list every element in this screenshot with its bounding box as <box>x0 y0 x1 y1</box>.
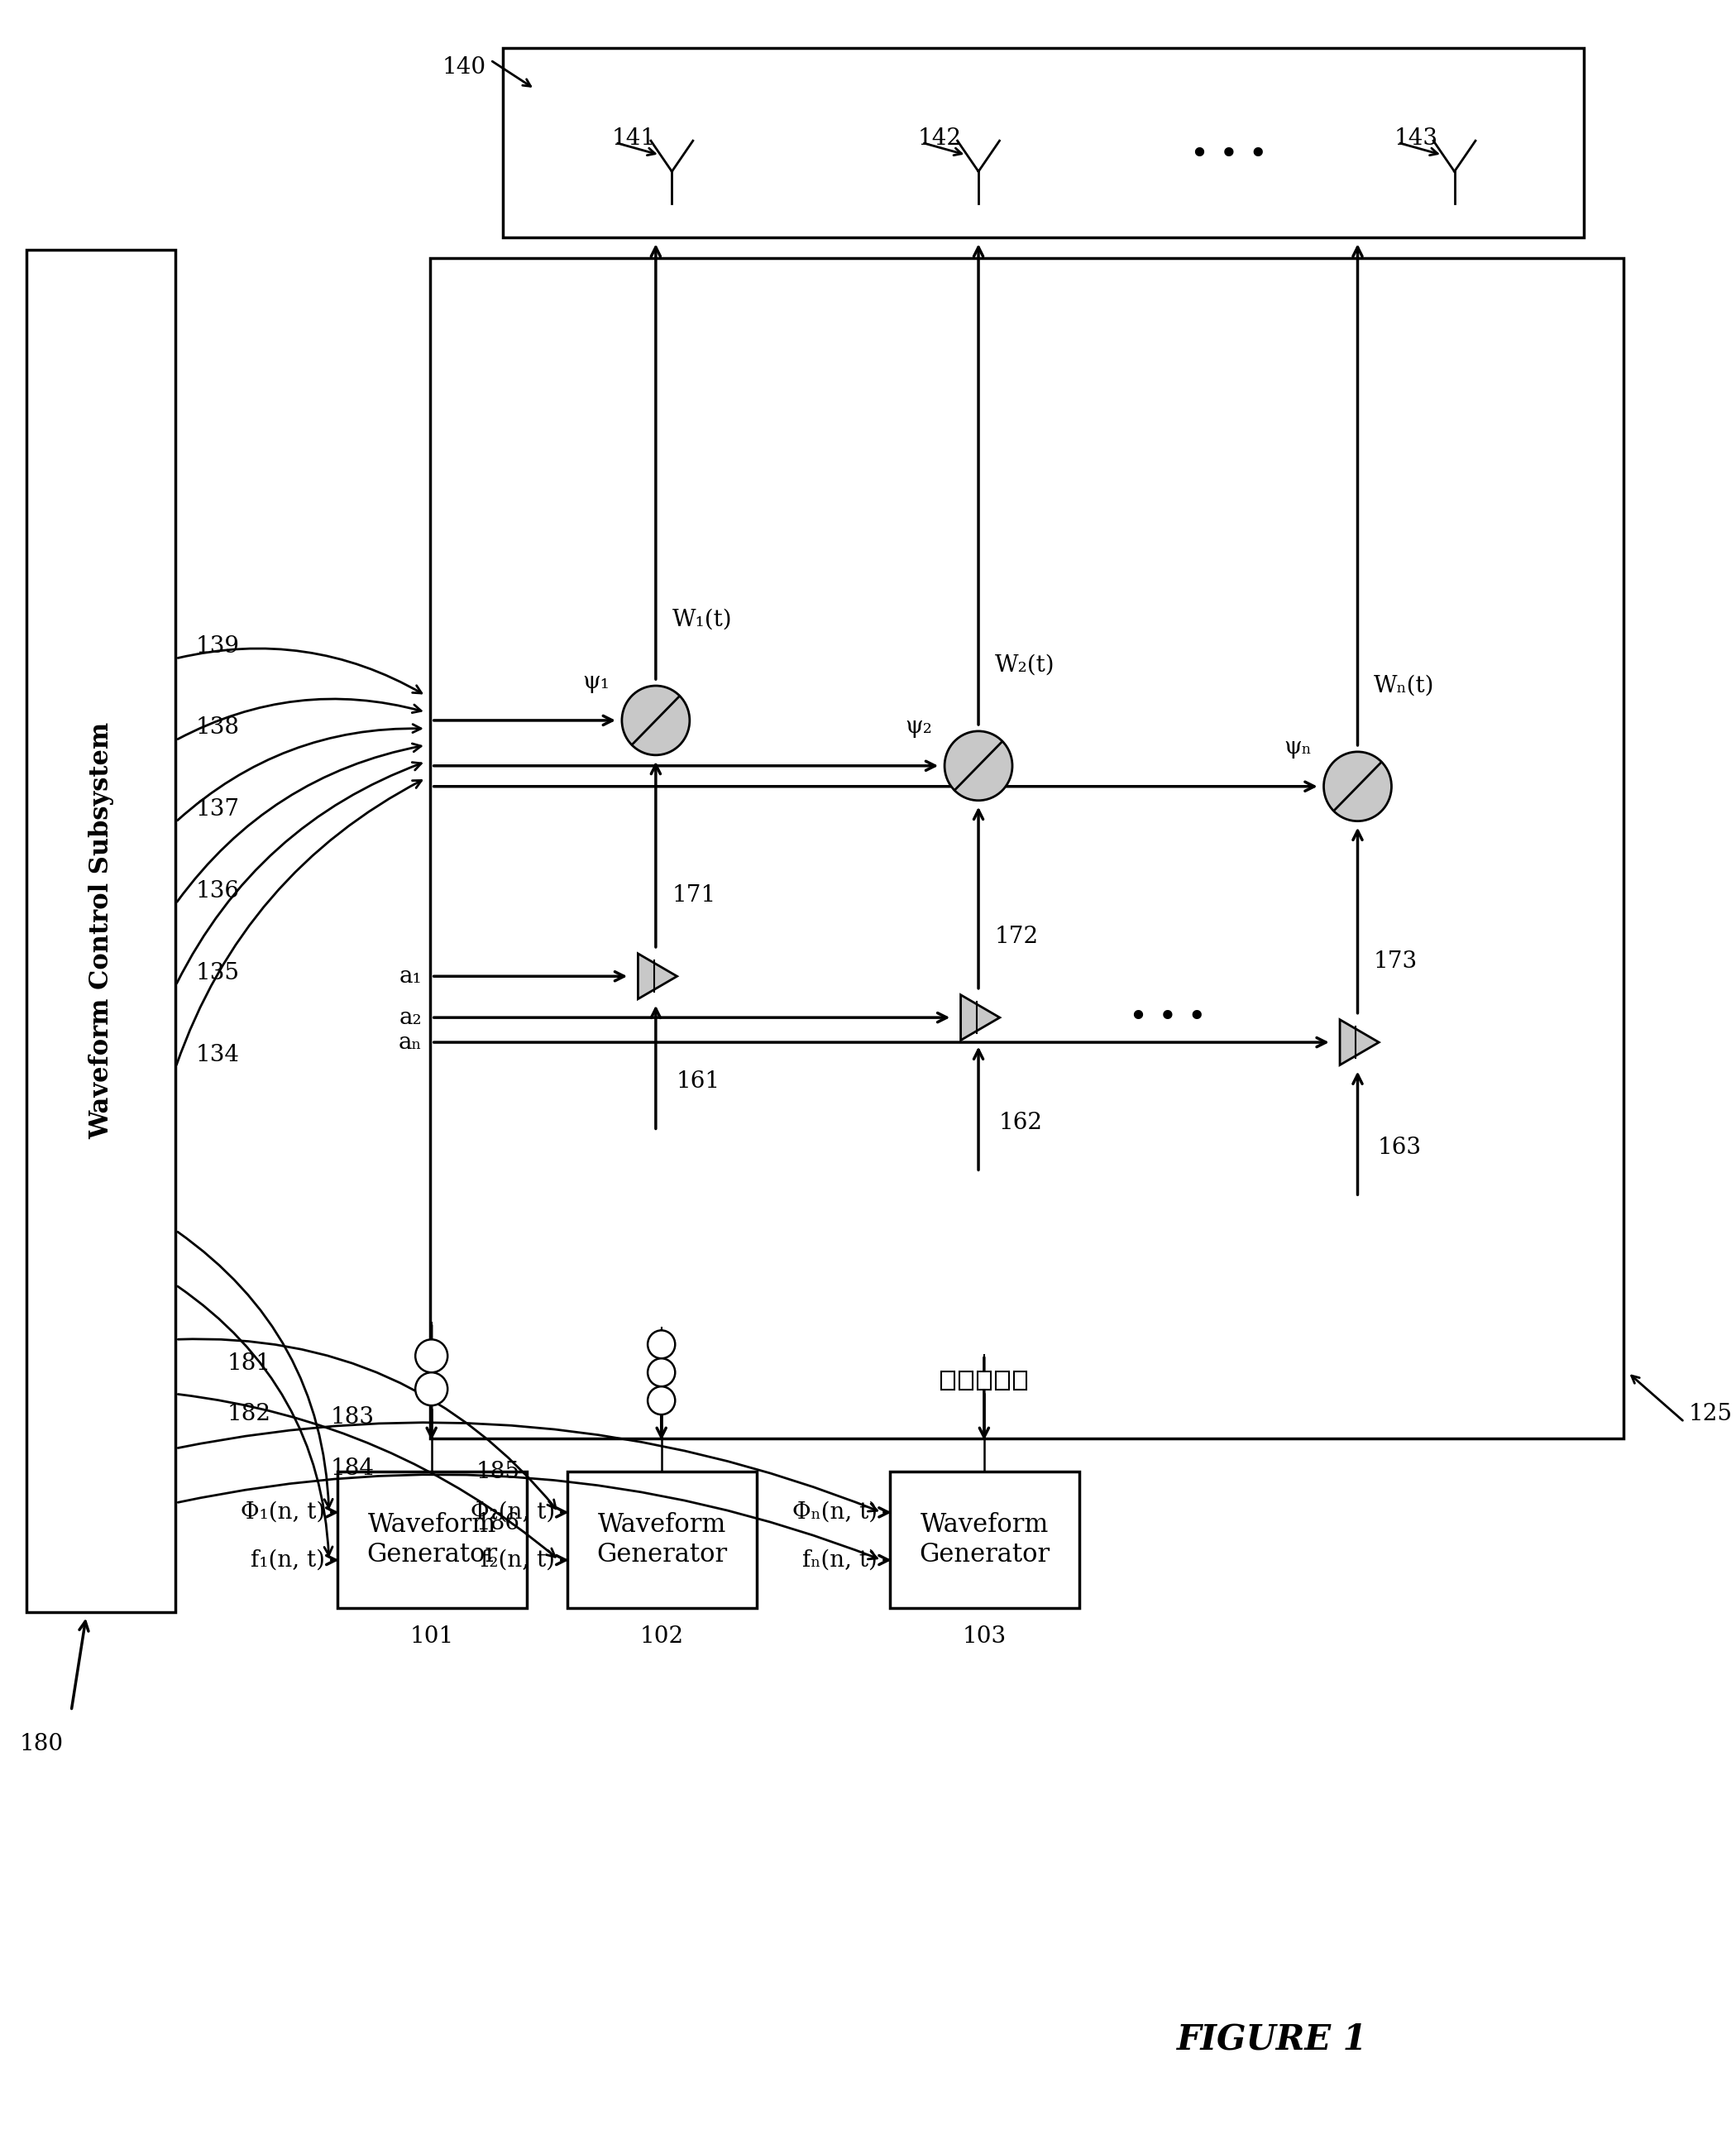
Text: W₁(t): W₁(t) <box>672 608 733 632</box>
Text: a₂: a₂ <box>399 1006 422 1029</box>
Text: 143: 143 <box>1394 127 1437 150</box>
Text: 162: 162 <box>998 1111 1042 1135</box>
Text: FIGURE 1: FIGURE 1 <box>1177 2022 1368 2057</box>
Text: 171: 171 <box>672 885 715 907</box>
Circle shape <box>648 1330 675 1358</box>
Bar <box>996 1371 1009 1390</box>
Bar <box>431 258 1623 1438</box>
Bar <box>502 47 1583 239</box>
Text: Φ₂(n, t): Φ₂(n, t) <box>470 1502 556 1524</box>
Polygon shape <box>639 954 677 999</box>
Text: ψₙ: ψₙ <box>1283 737 1312 759</box>
Circle shape <box>1325 752 1392 821</box>
Text: 183: 183 <box>332 1405 375 1429</box>
Text: W₂(t): W₂(t) <box>995 653 1055 677</box>
Bar <box>891 1472 1080 1607</box>
Text: Φₙ(n, t): Φₙ(n, t) <box>792 1502 878 1524</box>
Text: ψ₁: ψ₁ <box>583 670 609 692</box>
Bar <box>337 1472 526 1607</box>
Text: 141: 141 <box>611 127 654 150</box>
Text: 172: 172 <box>995 926 1038 948</box>
Text: a₁: a₁ <box>399 965 422 986</box>
Bar <box>568 1472 757 1607</box>
Text: 137: 137 <box>196 799 240 821</box>
Text: aₙ: aₙ <box>398 1032 422 1053</box>
Text: 102: 102 <box>641 1625 684 1648</box>
Text: 135: 135 <box>196 963 240 984</box>
Text: 101: 101 <box>410 1625 453 1648</box>
Text: 138: 138 <box>196 716 240 739</box>
Text: 186: 186 <box>476 1513 519 1534</box>
Text: 125: 125 <box>1689 1403 1733 1425</box>
Text: 182: 182 <box>227 1403 271 1425</box>
Polygon shape <box>960 995 1000 1040</box>
Bar <box>941 1371 955 1390</box>
Bar <box>26 249 175 1612</box>
Text: Φ₁(n, t): Φ₁(n, t) <box>240 1502 325 1524</box>
Text: 134: 134 <box>196 1044 240 1066</box>
Circle shape <box>415 1373 448 1405</box>
Bar <box>977 1371 991 1390</box>
Polygon shape <box>1340 1019 1378 1066</box>
Circle shape <box>415 1339 448 1373</box>
Text: 173: 173 <box>1373 950 1418 973</box>
Circle shape <box>621 686 689 754</box>
Text: 142: 142 <box>918 127 962 150</box>
Bar <box>1014 1371 1026 1390</box>
Text: 163: 163 <box>1378 1137 1422 1158</box>
Text: 184: 184 <box>332 1457 375 1481</box>
Circle shape <box>944 731 1012 799</box>
Text: f₂(n, t): f₂(n, t) <box>481 1549 556 1571</box>
Text: 161: 161 <box>675 1070 720 1092</box>
Circle shape <box>648 1358 675 1386</box>
Text: 136: 136 <box>196 881 240 903</box>
Text: Wₙ(t): Wₙ(t) <box>1373 675 1434 696</box>
Text: fₙ(n, t): fₙ(n, t) <box>802 1549 878 1571</box>
Text: 140: 140 <box>443 56 486 77</box>
Circle shape <box>648 1386 675 1414</box>
Bar <box>960 1371 972 1390</box>
Text: • • •: • • • <box>1128 1001 1207 1034</box>
Text: Waveform Control Subsystem: Waveform Control Subsystem <box>89 722 115 1139</box>
Text: • • •: • • • <box>1189 140 1267 170</box>
Text: 103: 103 <box>962 1625 1007 1648</box>
Text: f₁(n, t): f₁(n, t) <box>250 1549 325 1571</box>
Text: Waveform
Generator: Waveform Generator <box>597 1513 727 1567</box>
Text: 181: 181 <box>227 1352 271 1375</box>
Text: 139: 139 <box>196 634 240 658</box>
Text: ψ₂: ψ₂ <box>904 716 932 737</box>
Text: Waveform
Generator: Waveform Generator <box>918 1513 1050 1567</box>
Text: 180: 180 <box>19 1732 64 1756</box>
Text: Waveform
Generator: Waveform Generator <box>366 1513 496 1567</box>
Text: 185: 185 <box>476 1461 519 1483</box>
